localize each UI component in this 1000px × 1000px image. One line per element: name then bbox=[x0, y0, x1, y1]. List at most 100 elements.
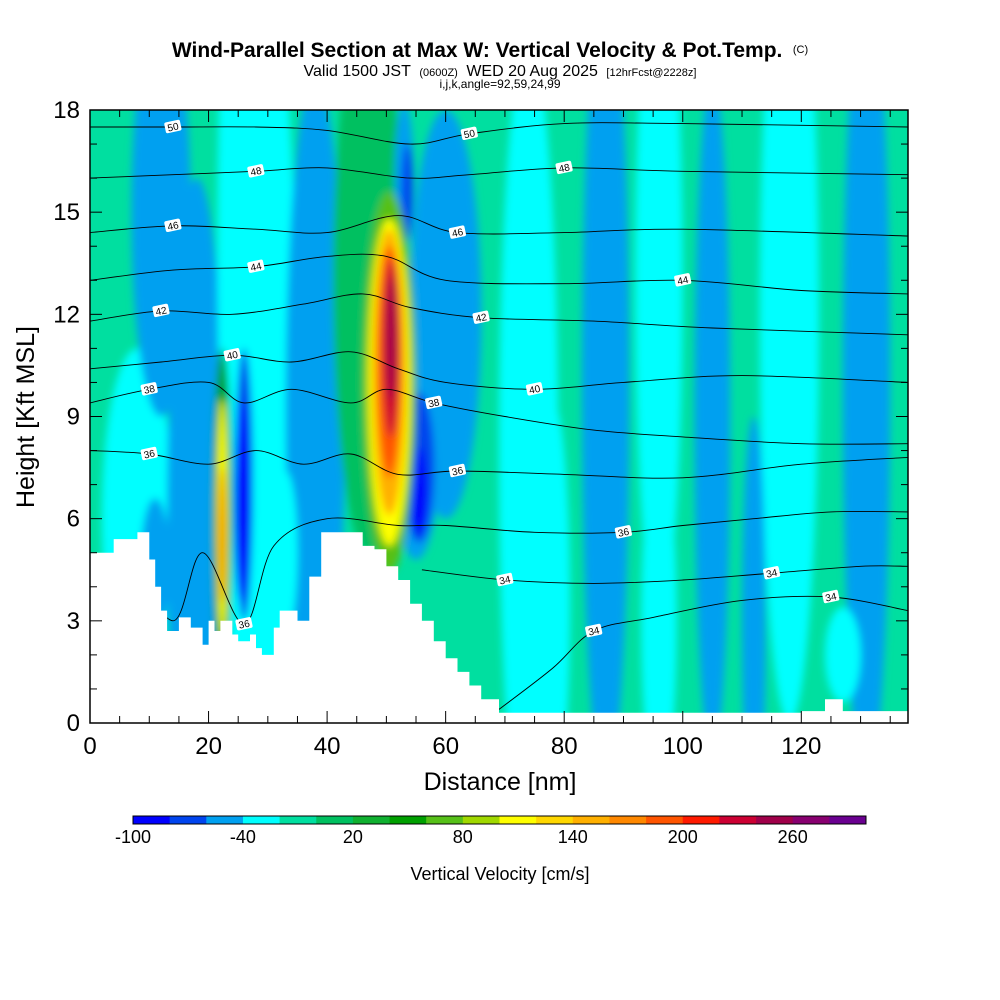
theta-contour-42 bbox=[90, 293, 908, 336]
colorbar-swatch bbox=[499, 816, 537, 824]
contour-label-44: 44 bbox=[250, 261, 264, 274]
contour-label-bg bbox=[555, 160, 573, 175]
contour-label-bg bbox=[448, 225, 466, 239]
velocity-cell bbox=[694, 110, 731, 723]
contour-label-bg bbox=[235, 617, 253, 631]
contour-label-group: 44 bbox=[674, 273, 692, 288]
contour-label-46: 46 bbox=[167, 220, 181, 233]
colorbar-swatch bbox=[536, 816, 574, 824]
contour-label-bg bbox=[762, 566, 781, 580]
colorbar-swatch bbox=[572, 816, 610, 824]
y-tick-label: 6 bbox=[67, 506, 80, 533]
colorbar-tick-label: 80 bbox=[453, 827, 473, 847]
x-tick-label: 80 bbox=[551, 733, 578, 760]
colorbar-swatch bbox=[352, 816, 390, 824]
contour-label-36: 36 bbox=[238, 619, 252, 632]
valid-date: WED 20 Aug 2025 bbox=[466, 63, 598, 80]
contour-label-group: 42 bbox=[472, 310, 490, 325]
contour-label-group: 40 bbox=[525, 382, 544, 397]
theta-contour-36 bbox=[90, 450, 908, 479]
valid-time: Valid 1500 JST bbox=[304, 63, 412, 80]
title-main: Wind-Parallel Section at Max W: Vertical… bbox=[172, 39, 783, 62]
contour-label-bg bbox=[425, 395, 443, 410]
contour-label-34: 34 bbox=[499, 574, 513, 587]
contour-label-38: 38 bbox=[427, 397, 441, 410]
colorbar-swatch bbox=[719, 816, 757, 824]
contour-label-bg bbox=[152, 303, 170, 318]
y-tick-label: 15 bbox=[53, 199, 80, 226]
contour-label-bg bbox=[674, 273, 692, 287]
velocity-cell bbox=[842, 110, 891, 723]
velocity-cell bbox=[386, 276, 396, 400]
contour-label-group: 36 bbox=[614, 525, 632, 540]
contour-label-group: 48 bbox=[555, 160, 573, 175]
x-tick-label: 0 bbox=[83, 733, 96, 760]
x-tick-label: 40 bbox=[314, 733, 341, 760]
contour-label-group: 34 bbox=[762, 566, 781, 581]
colorbar-swatch bbox=[792, 816, 830, 824]
contour-label-34: 34 bbox=[765, 568, 779, 581]
x-tick-label: 120 bbox=[781, 733, 821, 760]
contour-label-group: 46 bbox=[164, 218, 182, 233]
theta-contour-46 bbox=[90, 215, 908, 237]
colorbar-tick-label: 140 bbox=[558, 827, 588, 847]
contour-label-42: 42 bbox=[475, 312, 489, 325]
contour-label-group: 40 bbox=[223, 348, 241, 363]
velocity-cell bbox=[635, 110, 683, 621]
contour-label-48: 48 bbox=[250, 166, 264, 179]
valid-utc: (0600Z) bbox=[419, 67, 458, 79]
contour-label-36: 36 bbox=[143, 448, 157, 461]
contour-label-group: 34 bbox=[822, 589, 840, 605]
contour-label-group: 36 bbox=[140, 446, 158, 462]
colorbar-tick-label: 200 bbox=[668, 827, 698, 847]
y-tick-label: 9 bbox=[67, 404, 80, 431]
colorbar-swatch bbox=[609, 816, 647, 824]
velocity-cell bbox=[131, 110, 191, 417]
contour-label-bg bbox=[472, 310, 490, 324]
theta-contour-48 bbox=[90, 167, 908, 179]
contour-label-bg bbox=[140, 446, 158, 461]
velocity-cell bbox=[641, 450, 677, 723]
colorbar-swatch bbox=[133, 816, 171, 824]
colorbar-tick-label: 20 bbox=[343, 827, 363, 847]
contour-label-50: 50 bbox=[167, 121, 181, 134]
colorbar-swatch bbox=[462, 816, 500, 824]
contour-label-40: 40 bbox=[226, 350, 240, 363]
colorbar-swatch bbox=[242, 816, 280, 824]
contour-label-44: 44 bbox=[676, 275, 690, 288]
colorbar-swatch bbox=[169, 816, 207, 824]
velocity-cell bbox=[582, 110, 630, 723]
contour-label-bg bbox=[585, 623, 603, 638]
contour-label-group: 46 bbox=[448, 225, 466, 240]
contour-label-50: 50 bbox=[463, 128, 477, 141]
colorbar-swatch bbox=[646, 816, 684, 824]
contour-label-group: 50 bbox=[460, 126, 478, 141]
contour-label-bg bbox=[164, 119, 182, 134]
contour-label-42: 42 bbox=[155, 305, 169, 318]
grid-indices: i,j,k,angle=92,59,24,99 bbox=[439, 77, 560, 91]
colorbar-tick-label: -100 bbox=[115, 827, 151, 847]
colorbar-swatch bbox=[279, 816, 317, 824]
colorbar-tick-label: 260 bbox=[778, 827, 808, 847]
contour-label-group: 38 bbox=[425, 395, 443, 410]
title-copyright: (C) bbox=[793, 44, 808, 56]
velocity-cell bbox=[273, 471, 298, 635]
contour-label-bg bbox=[247, 259, 265, 273]
velocity-cell bbox=[411, 447, 427, 536]
contour-label-bg bbox=[460, 126, 478, 140]
theta-contours: 36 36 36 36 34 34 34 34 38 38 40 40 42 42 44 44 46 46 48 48… bbox=[90, 119, 908, 710]
contour-label-36: 36 bbox=[451, 465, 465, 478]
contour-label-group: 36 bbox=[235, 617, 253, 632]
contour-label-bg bbox=[496, 572, 514, 587]
chart-subtitle: Valid 1500 JST (0600Z) WED 20 Aug 2025 [… bbox=[304, 63, 697, 80]
velocity-cell bbox=[219, 467, 226, 604]
colorbar-swatch bbox=[829, 816, 867, 824]
y-axis-title: Height [Kft MSL] bbox=[12, 326, 40, 508]
theta-contour-40 bbox=[90, 351, 908, 390]
y-tick-label: 12 bbox=[53, 301, 80, 328]
contour-label-group: 42 bbox=[152, 303, 170, 318]
colorbar-swatch bbox=[206, 816, 244, 824]
x-axis-title: Distance [nm] bbox=[424, 768, 577, 796]
x-tick-label: 20 bbox=[195, 733, 222, 760]
